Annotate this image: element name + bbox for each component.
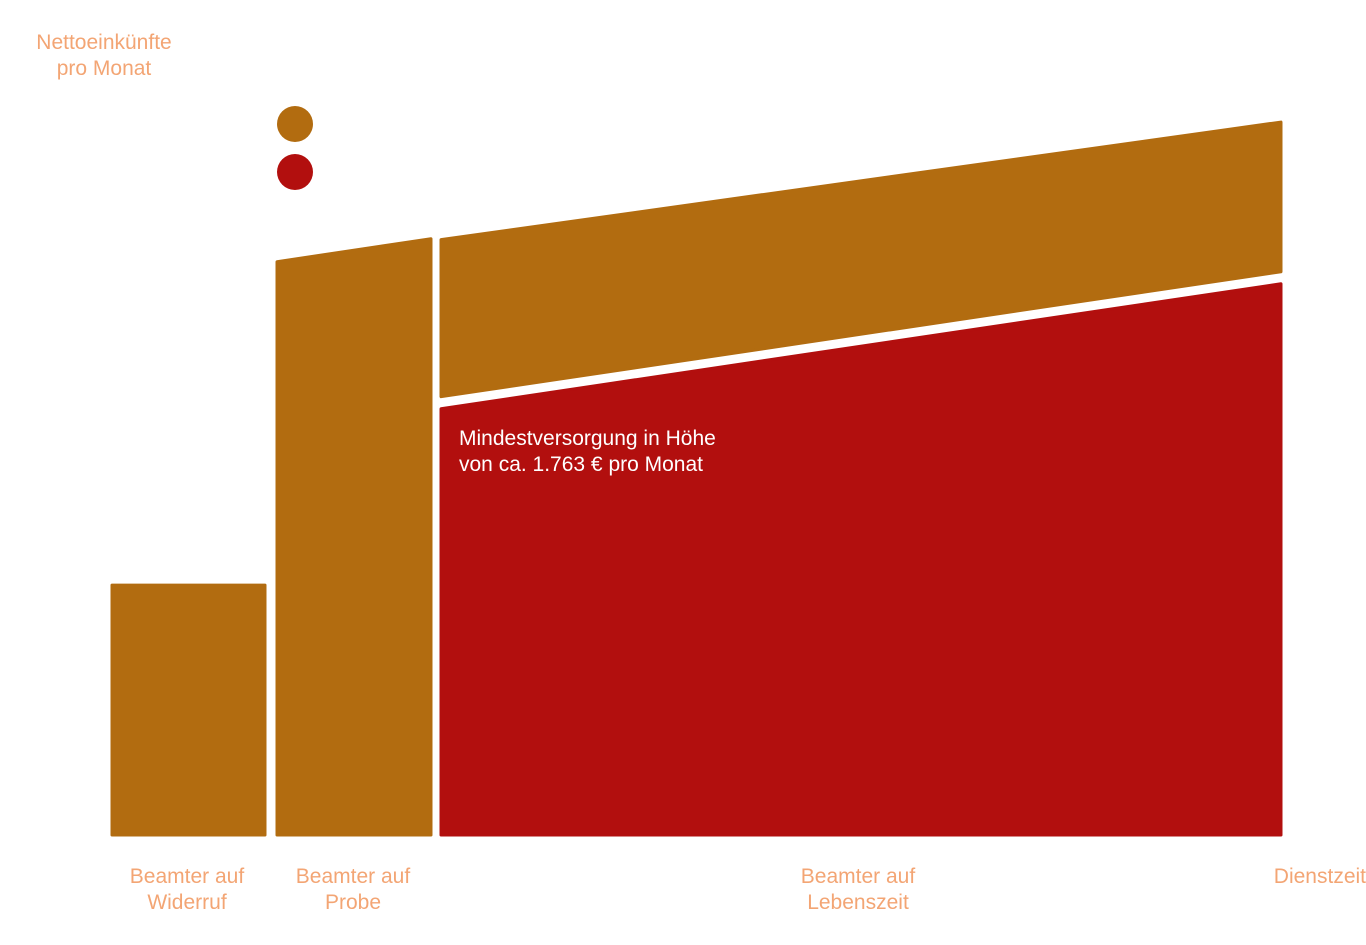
x-tick-label-widerruf: Beamter auf Widerruf	[129, 865, 245, 914]
x-axis-label: Dienstzeit	[1273, 865, 1366, 888]
bar-beamter-auf-widerruf	[110, 583, 267, 837]
bar-beamter-auf-probe	[275, 237, 433, 837]
x-tick-label-probe: Beamter auf Probe	[295, 865, 411, 914]
x-tick-label-lebenszeit: Beamter auf Lebenszeit	[800, 865, 916, 914]
band-lebenszeit-mindestversorgung	[439, 282, 1283, 837]
y-axis-title: Nettoeinkünfte pro Monat	[36, 31, 172, 80]
legend-dot-mindestversorgung	[277, 154, 313, 190]
band-lebenszeit-income	[439, 120, 1283, 399]
legend-dot-income	[277, 106, 313, 142]
mindestversorgung-annotation: Mindestversorgung in Höhe von ca. 1.763 …	[459, 427, 716, 476]
